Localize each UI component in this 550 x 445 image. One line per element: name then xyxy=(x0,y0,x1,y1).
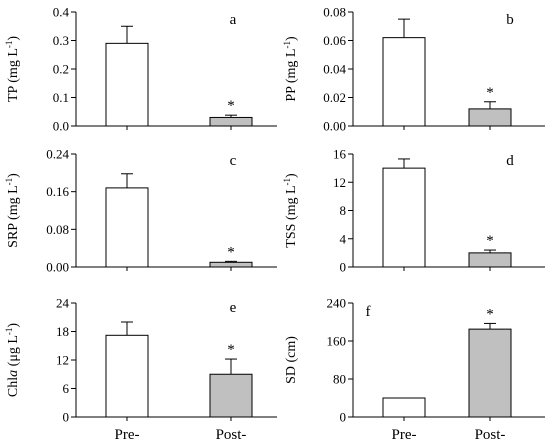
y-axis-label: Chla (μg L-1) xyxy=(4,323,21,397)
y-tick-label: 160 xyxy=(327,334,347,349)
bar-pre xyxy=(105,187,149,268)
bar-pre xyxy=(105,334,149,418)
y-tick-label: 0 xyxy=(340,260,347,275)
y-tick-label: 12 xyxy=(333,175,346,190)
significance-star: * xyxy=(486,233,494,249)
bar-pre xyxy=(382,37,426,127)
bar-post xyxy=(209,261,253,268)
panel-letter: d xyxy=(506,153,514,169)
y-tick-label: 0 xyxy=(340,410,347,425)
y-tick-label: 24 xyxy=(56,296,70,311)
bar-post xyxy=(468,328,512,418)
x-category-label: Pre- xyxy=(392,427,417,443)
y-axis-label: SD (cm) xyxy=(284,336,299,384)
y-tick-label: 18 xyxy=(56,324,69,339)
y-tick-label: 0.02 xyxy=(323,90,346,105)
y-tick-label: 0.3 xyxy=(53,33,69,48)
panel-e: * 0 6 12 18 24 Pre- Post- Chla (μg L-1) e xyxy=(4,296,277,443)
y-tick-label: 4 xyxy=(340,231,347,246)
significance-star: * xyxy=(227,244,235,260)
y-tick-label: 0.0 xyxy=(53,119,69,134)
y-tick-label: 0.06 xyxy=(323,33,346,48)
y-tick-label: 12 xyxy=(56,353,69,368)
bar-pre xyxy=(105,42,149,127)
bar-pre xyxy=(382,397,426,418)
bar-post xyxy=(209,373,253,418)
y-tick-label: 8 xyxy=(340,203,347,218)
panel-c: * 0.00 0.08 0.16 0.24 SRP (mg L-1) c xyxy=(4,147,277,275)
panel-f: * 0 80 160 240 Pre- Post- SD (cm) f xyxy=(284,296,545,443)
bar-pre xyxy=(382,167,426,268)
panel-letter: a xyxy=(230,12,237,28)
y-tick-label: 16 xyxy=(333,147,347,162)
y-tick-label: 6 xyxy=(63,381,70,396)
y-axis-label: TSS (mg L-1) xyxy=(282,173,299,248)
significance-star: * xyxy=(486,306,494,322)
bar-post xyxy=(209,116,253,127)
bar-post xyxy=(468,108,512,127)
y-tick-label: 0.00 xyxy=(323,119,346,134)
panel-letter: c xyxy=(230,153,237,169)
panel-letter: b xyxy=(506,12,514,28)
panel-b: * 0.00 0.02 0.04 0.06 0.08 PP (mg L-1) b xyxy=(282,5,545,134)
y-tick-label: 0.08 xyxy=(323,5,346,20)
y-tick-label: 0.2 xyxy=(53,62,69,77)
y-tick-label: 0.08 xyxy=(46,222,69,237)
x-category-label: Post- xyxy=(475,427,506,443)
y-axis-label: TP (mg L-1) xyxy=(4,36,21,102)
panel-letter: f xyxy=(366,304,371,320)
y-tick-label: 0.4 xyxy=(53,5,70,20)
y-tick-label: 0.1 xyxy=(53,90,69,105)
y-tick-label: 0.04 xyxy=(323,62,346,77)
bar-post xyxy=(468,252,512,268)
significance-star: * xyxy=(486,85,494,101)
x-category-label: Pre- xyxy=(115,427,140,443)
y-axis-label: SRP (mg L-1) xyxy=(4,173,21,248)
panel-a: * 0.0 0.1 0.2 0.3 0.4 TP (mg L-1) a xyxy=(4,5,277,134)
y-tick-label: 0.16 xyxy=(46,184,69,199)
y-tick-label: 0.24 xyxy=(46,147,69,162)
y-tick-label: 0.00 xyxy=(46,260,69,275)
y-axis-label: PP (mg L-1) xyxy=(282,36,299,102)
y-tick-label: 80 xyxy=(333,372,346,387)
significance-star: * xyxy=(227,342,235,358)
x-category-label: Post- xyxy=(216,427,247,443)
significance-star: * xyxy=(227,98,235,114)
y-tick-label: 240 xyxy=(327,296,347,311)
panel-letter: e xyxy=(230,300,237,316)
y-tick-label: 0 xyxy=(63,410,70,425)
panel-d: * 0 4 8 12 16 TSS (mg L-1) d xyxy=(282,147,545,275)
